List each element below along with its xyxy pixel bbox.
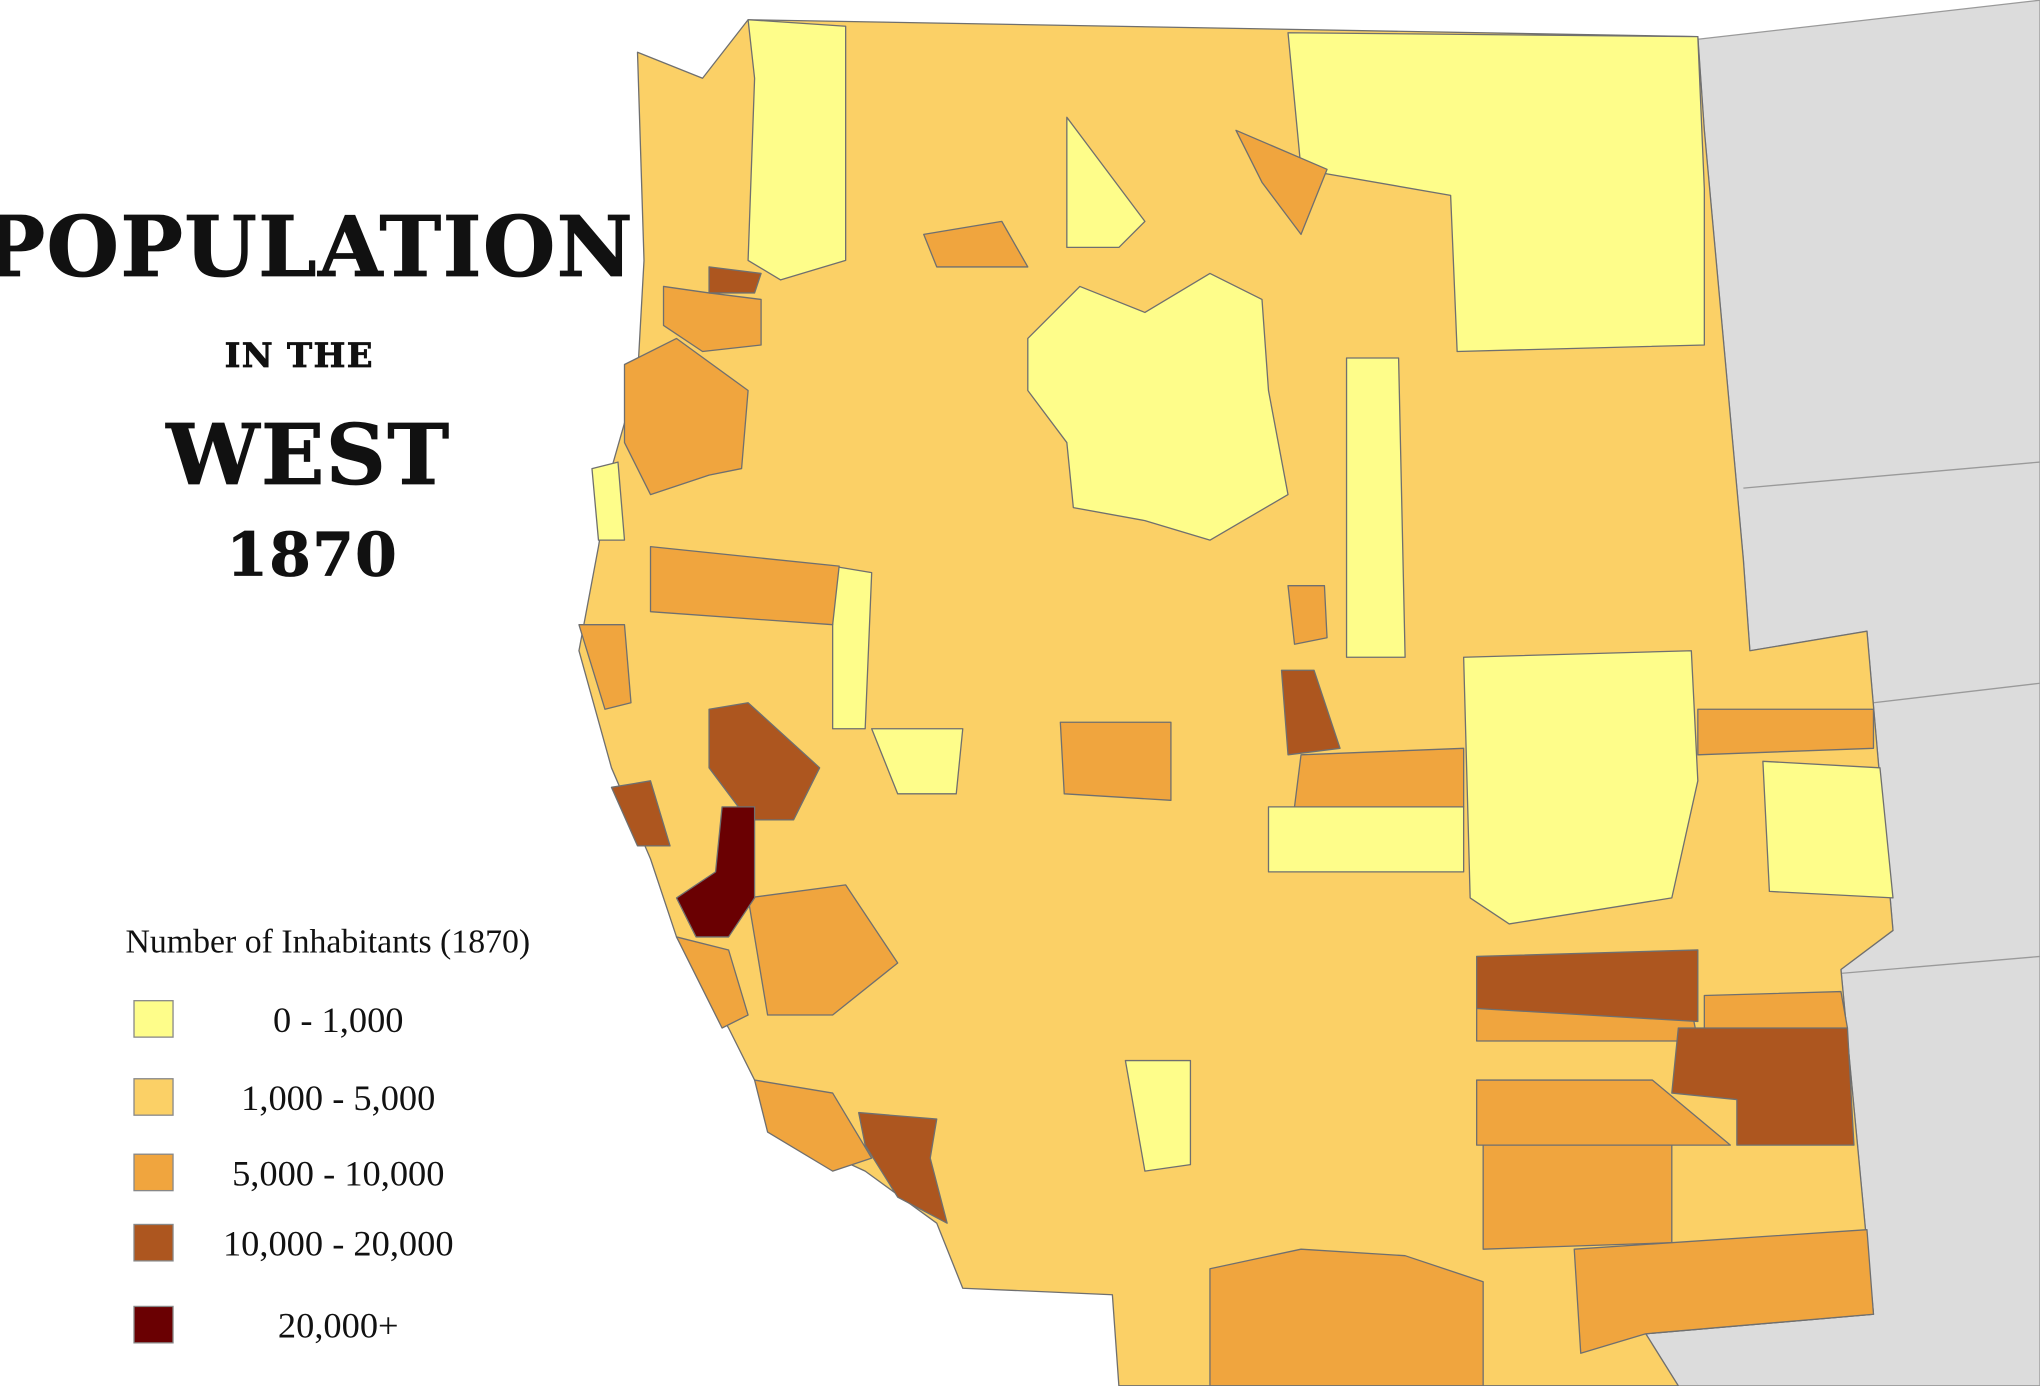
county-region	[675, 936, 749, 1029]
legend: Number of Inhabitants (1870) 0 - 1,000 1,…	[125, 924, 530, 1346]
legend-title: Number of Inhabitants (1870)	[125, 924, 530, 961]
county-region	[591, 461, 626, 541]
county-region	[1066, 116, 1146, 249]
county-region	[1293, 747, 1465, 808]
county-region	[747, 884, 899, 1016]
border-line	[1840, 955, 2040, 975]
legend-label: 5,000 - 10,000	[232, 1153, 444, 1193]
legend-swatch	[133, 1078, 174, 1116]
county-region	[747, 19, 847, 281]
county-region	[753, 1079, 873, 1172]
county-region	[1345, 357, 1406, 658]
county-region	[649, 545, 840, 626]
county-region	[832, 565, 873, 730]
county-region	[1027, 272, 1289, 541]
county-region	[1573, 1229, 1875, 1354]
border-line	[1743, 461, 2040, 489]
county-region	[1287, 585, 1328, 645]
title-line: WEST	[165, 406, 450, 504]
county-region	[1476, 1079, 1732, 1146]
legend-swatch	[133, 1153, 174, 1192]
legend-label: 0 - 1,000	[273, 1000, 403, 1040]
county-region	[1059, 721, 1172, 801]
legend-label: 20,000+	[278, 1306, 399, 1346]
legend-label: 10,000 - 20,000	[223, 1224, 454, 1264]
legend-swatch	[133, 1223, 174, 1262]
county-region	[923, 220, 1029, 268]
county-region	[1697, 708, 1875, 756]
counties	[578, 19, 1894, 1386]
county-region	[1482, 1144, 1673, 1250]
border-line	[1873, 682, 2040, 704]
title-line: IN THE	[225, 335, 374, 375]
legend-swatch	[133, 1000, 174, 1038]
county-region	[708, 702, 821, 821]
county-region	[578, 19, 1894, 1386]
county-region	[858, 1111, 948, 1224]
county-region	[623, 337, 749, 496]
legend-label: 1,000 - 5,000	[241, 1078, 435, 1118]
county-region	[708, 266, 762, 294]
county-region	[1267, 806, 1465, 873]
legend-swatch	[133, 1305, 174, 1344]
county-region	[1671, 1027, 1855, 1146]
county-region	[1762, 760, 1894, 899]
county-region	[871, 728, 964, 795]
county-region	[1280, 669, 1341, 756]
county-region	[1124, 1059, 1192, 1172]
county-region	[578, 624, 632, 710]
county-region	[1209, 1248, 1484, 1386]
title-line: POPULATION	[0, 198, 634, 296]
county-region	[610, 780, 671, 847]
county-region	[675, 806, 756, 938]
title-line: 1870	[226, 520, 398, 590]
title: POPULATION IN THE WEST 1870	[0, 198, 634, 591]
county-region	[1476, 949, 1699, 1023]
county-region	[1703, 990, 1849, 1032]
county-region	[1462, 650, 1699, 925]
county-region	[1235, 129, 1328, 236]
